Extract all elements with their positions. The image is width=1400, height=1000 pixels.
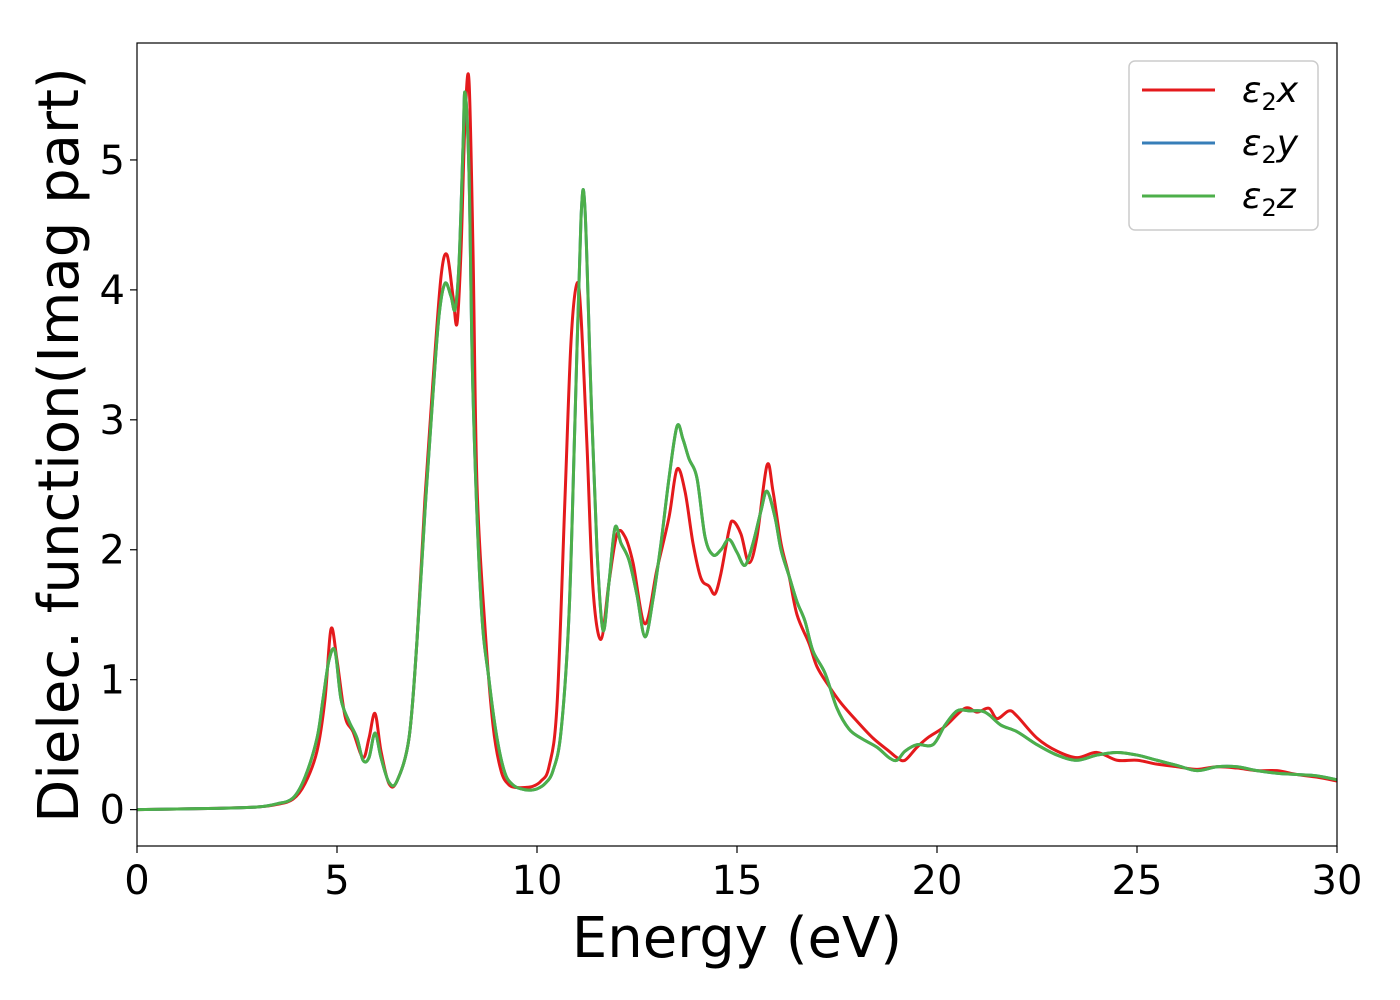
series-line-e2z xyxy=(137,90,1337,812)
legend-entry-e2z: ε2z xyxy=(1142,176,1297,222)
series-layer xyxy=(137,72,1337,812)
y-tick-label: 0 xyxy=(100,788,125,834)
x-tick-label: 20 xyxy=(912,858,963,904)
x-tick-label: 25 xyxy=(1112,858,1163,904)
x-tick-label: 15 xyxy=(712,858,763,904)
x-tick-label: 0 xyxy=(124,858,149,904)
legend-frame xyxy=(1128,60,1319,231)
legend-label-e2z: ε2z xyxy=(1242,176,1297,222)
y-tick-label: 2 xyxy=(100,528,125,574)
x-tick-label: 10 xyxy=(512,858,563,904)
y-tick-label: 4 xyxy=(100,268,125,314)
y-tick-label: 3 xyxy=(100,398,125,444)
x-axis-label: Energy (eV) xyxy=(572,906,902,971)
legend-label-e2x: ε2x xyxy=(1242,70,1299,116)
x-tick-label: 30 xyxy=(1312,858,1363,904)
y-axis: 0 1 2 3 4 5 xyxy=(100,138,137,834)
legend-label-e2y: ε2y xyxy=(1242,123,1299,169)
legend-entry-e2y: ε2y xyxy=(1142,123,1299,169)
y-tick-label: 5 xyxy=(100,138,125,184)
legend-entry-e2x: ε2x xyxy=(1142,70,1299,116)
y-axis-label: Dielec. function(Imag part) xyxy=(27,67,92,823)
x-axis: 0 5 10 15 20 25 30 xyxy=(124,846,1362,904)
legend: ε2x ε2y ε2z xyxy=(1128,60,1319,231)
x-tick-label: 5 xyxy=(324,858,349,904)
y-tick-label: 1 xyxy=(100,658,125,704)
